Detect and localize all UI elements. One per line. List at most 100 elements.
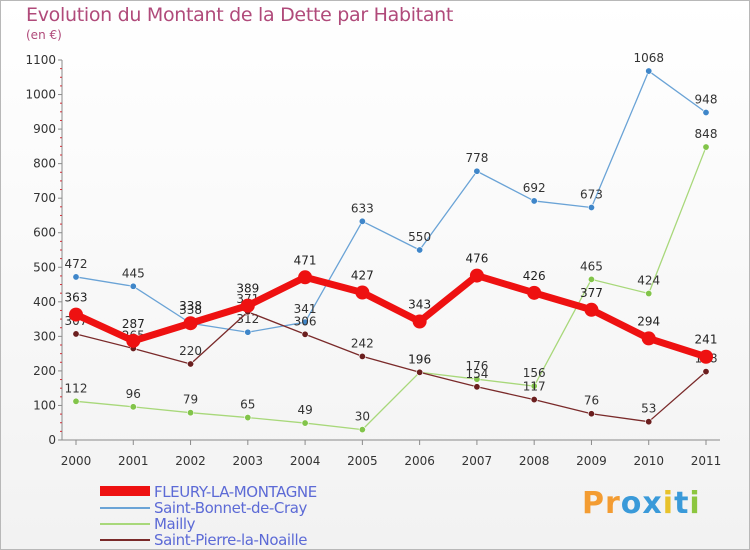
y-tick-label: 900: [33, 122, 56, 136]
data-point: [69, 307, 83, 322]
series-segment: [72, 311, 137, 345]
data-label: 377: [580, 286, 603, 300]
chart-title: Evolution du Montant de la Dette par Hab…: [26, 4, 454, 26]
data-label: 550: [408, 230, 431, 244]
y-tick-label: 1000: [25, 88, 56, 102]
legend-swatch: [100, 486, 150, 496]
series-segment: [590, 413, 650, 423]
series-segment: [304, 333, 364, 358]
y-tick-label: 700: [33, 191, 56, 205]
data-point: [469, 268, 484, 283]
data-label: 117: [523, 380, 546, 394]
data-point: [530, 396, 538, 404]
series-segment: [361, 355, 421, 373]
data-point: [412, 314, 427, 329]
series-segment: [301, 273, 366, 296]
data-label: 79: [183, 393, 198, 407]
legend-label: FLEURY-LA-MONTAGNE: [154, 483, 317, 501]
series-segment: [189, 322, 249, 333]
data-label: 389: [236, 282, 259, 296]
series-segment: [533, 398, 593, 415]
logo-letter: t: [674, 486, 690, 521]
data-point: [187, 360, 195, 368]
data-point: [645, 290, 653, 298]
data-label: 343: [408, 298, 431, 312]
legend-item: Mailly: [100, 515, 360, 533]
series-segment: [418, 371, 478, 380]
logo-letter: P: [582, 486, 605, 521]
data-label: 176: [465, 359, 488, 373]
data-point: [473, 375, 481, 383]
y-tick-label: 0: [48, 433, 56, 447]
data-label: 338: [179, 303, 202, 317]
data-point: [641, 331, 656, 346]
data-point: [358, 352, 366, 360]
series-segment: [247, 321, 306, 333]
data-point: [702, 368, 710, 376]
data-label: 76: [584, 394, 599, 408]
x-tick-label: 2009: [576, 454, 607, 468]
x-tick-label: 2002: [175, 454, 206, 468]
data-point: [702, 109, 710, 117]
data-label: 778: [465, 151, 488, 165]
data-point: [72, 273, 80, 281]
series-segment: [129, 319, 195, 345]
logo-letter: o: [620, 486, 643, 521]
data-label: 472: [65, 257, 88, 271]
series-segment: [533, 278, 593, 387]
data-label: 426: [523, 269, 546, 283]
series-segment: [132, 347, 192, 365]
data-point: [358, 426, 366, 434]
y-tick-label: 300: [33, 329, 56, 343]
data-label: 338: [179, 299, 202, 313]
data-point: [126, 333, 141, 348]
data-point: [587, 275, 595, 283]
y-tick-label: 200: [33, 364, 56, 378]
data-label: 30: [355, 410, 370, 424]
y-tick-label: 600: [33, 226, 56, 240]
data-point: [527, 285, 542, 300]
data-point: [187, 409, 195, 417]
data-label: 341: [294, 302, 317, 316]
data-point: [530, 197, 538, 205]
data-point: [584, 302, 599, 317]
data-point: [240, 298, 255, 313]
data-point: [358, 217, 366, 225]
data-label: 424: [637, 274, 660, 288]
data-label: 156: [523, 366, 546, 380]
legend-item: FLEURY-LA-MONTAGNE: [100, 483, 360, 501]
data-label: 445: [122, 266, 145, 280]
data-point: [530, 382, 538, 390]
data-label: 633: [351, 201, 374, 215]
logo-letter: i: [662, 486, 675, 521]
data-point: [587, 410, 595, 418]
data-label: 476: [465, 252, 488, 266]
series-segment: [189, 412, 249, 419]
x-tick-label: 2011: [691, 454, 722, 468]
series-segment: [132, 406, 192, 414]
data-label: 312: [236, 312, 259, 326]
series-segment: [247, 416, 306, 424]
series-segment: [304, 422, 364, 431]
data-label: 287: [122, 317, 145, 331]
data-label: 196: [408, 352, 431, 366]
x-tick-label: 2006: [404, 454, 435, 468]
y-tick-label: 400: [33, 295, 56, 309]
series-segment: [645, 334, 710, 361]
data-label: 427: [351, 268, 374, 282]
x-tick-label: 2010: [633, 454, 664, 468]
logo-letter: x: [642, 486, 663, 521]
data-point: [416, 246, 424, 254]
data-label: 96: [126, 387, 141, 401]
series-segment: [418, 371, 478, 388]
data-label: 848: [695, 127, 718, 141]
data-point: [699, 349, 713, 364]
data-label: 1068: [633, 51, 664, 65]
series-segment: [590, 70, 650, 209]
data-point: [129, 403, 137, 411]
series-segment: [247, 311, 306, 335]
y-tick-label: 1100: [25, 53, 56, 67]
series-segment: [189, 311, 249, 365]
legend-item: Saint-Pierre-la-Noaille: [100, 531, 360, 549]
series-segment: [358, 288, 424, 326]
